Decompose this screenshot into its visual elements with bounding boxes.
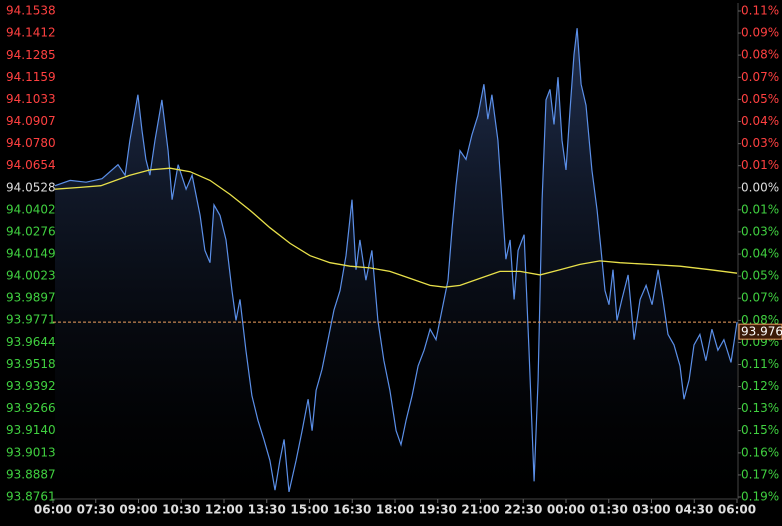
y2-tick-label: 0.17% xyxy=(741,467,779,481)
y-tick-label: 93.9518 xyxy=(6,357,56,371)
y-tick-label: 93.9013 xyxy=(6,445,56,459)
y-tick-label: 94.0023 xyxy=(6,269,56,283)
y-tick-label: 94.0654 xyxy=(6,158,56,172)
y2-tick-label: 0.01% xyxy=(741,158,779,172)
x-tick-label: 01:30 xyxy=(590,503,628,517)
y-tick-label: 93.9392 xyxy=(6,379,56,393)
x-tick-label: 07:30 xyxy=(77,503,115,517)
y2-tick-label: 0.08% xyxy=(741,313,779,327)
y2-tick-label: 0.03% xyxy=(741,136,779,150)
y-tick-label: 94.0780 xyxy=(6,136,56,150)
y2-tick-label: 0.01% xyxy=(741,202,779,216)
y-tick-label: 93.9140 xyxy=(6,423,56,437)
x-tick-label: 09:00 xyxy=(119,503,157,517)
y2-tick-label: 0.05% xyxy=(741,92,779,106)
y-tick-label: 93.8887 xyxy=(6,467,56,481)
y-tick-label: 94.1412 xyxy=(6,26,56,40)
y2-tick-label: 0.03% xyxy=(741,224,779,238)
reference-label: 93.9760 xyxy=(741,325,782,339)
y2-tick-label: 0.13% xyxy=(741,401,779,415)
y2-tick-label: 0.19% xyxy=(741,490,779,504)
x-tick-label: 15:00 xyxy=(290,503,328,517)
y2-tick-label: 0.04% xyxy=(741,247,779,261)
x-tick-label: 06:00 xyxy=(718,503,756,517)
y-tick-label: 94.0528 xyxy=(6,180,56,194)
x-tick-label: 21:00 xyxy=(461,503,499,517)
y2-tick-label: 0.00% xyxy=(741,180,779,194)
y2-tick-label: 0.15% xyxy=(741,423,779,437)
x-tick-label: 06:00 xyxy=(34,503,72,517)
x-tick-label: 12:00 xyxy=(205,503,243,517)
x-tick-label: 04:30 xyxy=(675,503,713,517)
y-tick-label: 94.0149 xyxy=(6,247,56,261)
y2-tick-label: 0.05% xyxy=(741,269,779,283)
y-tick-label: 93.9771 xyxy=(6,313,56,327)
x-tick-label: 13:30 xyxy=(248,503,286,517)
y-tick-label: 94.1538 xyxy=(6,4,56,18)
y2-tick-label: 0.09% xyxy=(741,26,779,40)
y2-tick-label: 0.11% xyxy=(741,357,779,371)
x-tick-label: 22:30 xyxy=(504,503,542,517)
x-tick-label: 18:00 xyxy=(376,503,414,517)
x-tick-label: 19:30 xyxy=(419,503,457,517)
x-tick-label: 03:00 xyxy=(632,503,670,517)
x-tick-label: 16:30 xyxy=(333,503,371,517)
y-tick-label: 93.9897 xyxy=(6,291,56,305)
area-fill xyxy=(55,28,737,497)
y2-tick-label: 0.16% xyxy=(741,445,779,459)
y-tick-label: 93.9266 xyxy=(6,401,56,415)
y2-tick-label: 0.12% xyxy=(741,379,779,393)
reference-label-box xyxy=(738,323,782,340)
y-tick-label: 93.9644 xyxy=(6,335,56,349)
y-tick-label: 93.8761 xyxy=(6,490,56,504)
line xyxy=(54,167,738,288)
y2-tick-label: 0.08% xyxy=(741,48,779,62)
x-tick-label: 00:00 xyxy=(547,503,585,517)
y2-tick-label: 0.04% xyxy=(741,114,779,128)
y2-tick-label: 0.11% xyxy=(741,4,779,18)
x-tick-label: 10:30 xyxy=(162,503,200,517)
y-tick-label: 94.0276 xyxy=(6,224,56,238)
y-tick-label: 94.1285 xyxy=(6,48,56,62)
y-tick-label: 94.0907 xyxy=(6,114,56,128)
line xyxy=(54,28,738,493)
y-tick-label: 94.0402 xyxy=(6,202,56,216)
y-tick-label: 94.1033 xyxy=(6,92,56,106)
y-tick-label: 94.1159 xyxy=(6,70,56,84)
y2-tick-label: 0.07% xyxy=(741,70,779,84)
y2-tick-label: 0.07% xyxy=(741,291,779,305)
